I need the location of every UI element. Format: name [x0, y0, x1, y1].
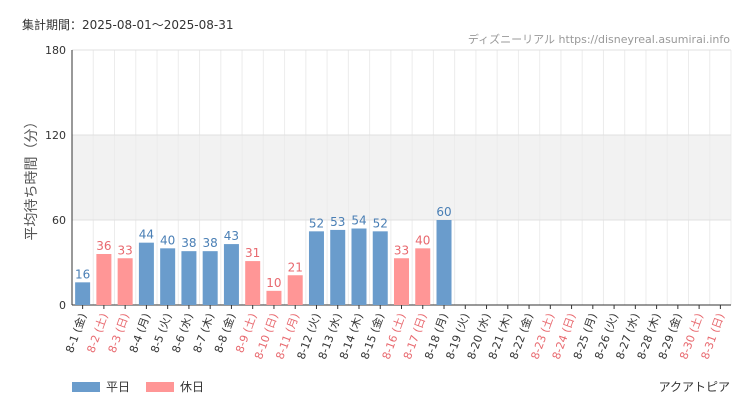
legend-holiday-label: 休日 — [180, 380, 205, 394]
bar-value-label: 16 — [75, 267, 90, 281]
bar-holiday — [96, 254, 112, 305]
legend-holiday-swatch — [146, 381, 175, 392]
bar-value-label: 38 — [181, 236, 196, 250]
bar-weekday — [223, 244, 239, 305]
bar-value-label: 53 — [330, 215, 345, 229]
bar-value-label: 36 — [96, 239, 111, 253]
bar-holiday — [394, 258, 409, 305]
bar-value-label: 54 — [351, 214, 366, 228]
bar-value-label: 52 — [373, 216, 388, 230]
bar-value-label: 40 — [160, 233, 175, 247]
chart-band — [72, 135, 731, 220]
bar-holiday — [415, 248, 431, 305]
legend-holiday[interactable]: 休日 — [146, 378, 204, 395]
bar-holiday — [266, 290, 282, 305]
bar-weekday — [202, 251, 218, 305]
bar-value-label: 43 — [224, 229, 239, 243]
bar-weekday — [351, 228, 367, 305]
bar-value-label: 52 — [309, 216, 324, 230]
bar-weekday — [308, 231, 324, 305]
bar-value-label: 31 — [245, 246, 260, 260]
bar-value-label: 33 — [118, 243, 133, 257]
bar-value-label: 40 — [415, 233, 430, 247]
bar-weekday — [436, 220, 452, 305]
bar-value-label: 21 — [288, 260, 303, 274]
site-credit: ディズニーリアル https://disneyreal.asumirai.inf… — [467, 33, 730, 46]
bar-holiday — [287, 275, 303, 305]
bar-value-label: 33 — [394, 243, 409, 257]
bar-value-label: 44 — [139, 228, 154, 242]
legend-weekday[interactable]: 平日 — [72, 378, 130, 395]
bar-weekday — [75, 282, 91, 305]
bar-weekday — [160, 248, 176, 305]
bar-value-label: 60 — [436, 205, 451, 219]
y-tick-label: 60 — [52, 214, 66, 227]
bar-holiday — [245, 261, 261, 305]
bar-weekday — [181, 251, 197, 305]
y-tick-label: 0 — [59, 299, 66, 312]
y-axis-title: 平均待ち時間（分） — [24, 115, 40, 241]
chart-legend: 平日 休日 — [72, 378, 204, 395]
bar-weekday — [138, 242, 154, 305]
period-label: 集計期間：2025-08-01～2025-08-31 — [22, 18, 234, 32]
bar-value-label: 10 — [266, 276, 281, 290]
legend-weekday-label: 平日 — [106, 380, 131, 394]
bar-value-label: 38 — [203, 236, 218, 250]
bar-weekday — [330, 229, 346, 305]
y-tick-label: 180 — [45, 44, 66, 57]
bar-weekday — [372, 231, 388, 305]
y-tick-label: 120 — [45, 129, 66, 142]
bar-holiday — [117, 258, 133, 305]
area-name: アクアトピア — [658, 380, 730, 394]
legend-weekday-swatch — [72, 381, 100, 392]
